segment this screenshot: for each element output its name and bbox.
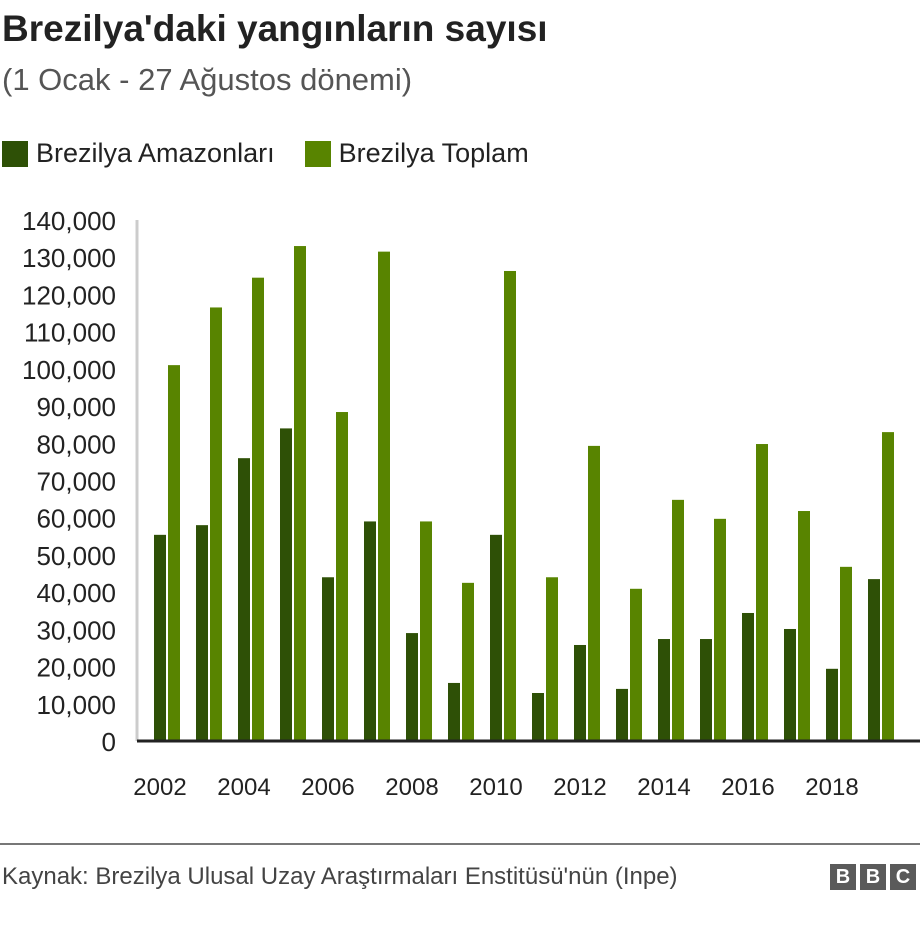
bar-amazon-2016 — [742, 612, 754, 741]
y-tick-label: 40,000 — [36, 578, 116, 608]
bar-total-2006 — [336, 412, 348, 741]
x-tick-label: 2004 — [217, 774, 270, 801]
bar-total-2009 — [462, 582, 474, 741]
x-tick-label: 2006 — [301, 774, 354, 801]
x-tick-label: 2016 — [721, 774, 774, 801]
bar-total-2008 — [420, 521, 432, 741]
bar-total-2019 — [882, 432, 894, 741]
bar-amazon-2006 — [322, 577, 334, 741]
bar-amazon-2002 — [154, 534, 166, 741]
bar-total-2004 — [252, 277, 264, 741]
chart-subtitle: (1 Ocak - 27 Ağustos dönemi) — [2, 62, 413, 97]
y-tick-label: 120,000 — [22, 280, 116, 310]
bar-amazon-2011 — [532, 692, 544, 741]
legend-item-total: Brezilya Toplam — [304, 138, 529, 169]
y-tick-label: 50,000 — [36, 541, 116, 571]
y-tick-label: 90,000 — [36, 392, 116, 422]
bar-amazon-2005 — [280, 428, 292, 741]
x-tick-label: 2012 — [553, 774, 606, 801]
x-tick-label: 2010 — [469, 774, 522, 801]
bar-total-2010 — [504, 270, 516, 741]
legend-swatch-total — [304, 140, 331, 167]
bar-total-2013 — [630, 588, 642, 741]
y-tick-label: 60,000 — [36, 504, 116, 534]
bar-amazon-2009 — [448, 682, 460, 741]
legend-swatch-amazon — [2, 140, 28, 167]
x-tick-label: 2018 — [805, 774, 858, 801]
bar-amazon-2013 — [616, 688, 628, 741]
y-tick-label: 140,000 — [22, 206, 116, 236]
bar-total-2003 — [210, 307, 222, 741]
bar-amazon-2008 — [406, 633, 418, 741]
bar-amazon-2017 — [784, 628, 796, 741]
bar-amazon-2010 — [490, 534, 502, 741]
bar-total-2002 — [168, 365, 180, 741]
y-tick-label: 0 — [102, 727, 116, 757]
bar-amazon-2015 — [700, 639, 712, 741]
legend-label-total: Brezilya Toplam — [338, 138, 529, 168]
bar-total-2014 — [672, 499, 684, 741]
bar-chart: 0 10,000 20,000 30,000 40,000 50,000 60,000 70,… — [22, 206, 920, 801]
legend-label-amazon: Brezilya Amazonları — [36, 138, 275, 168]
bar-total-2011 — [546, 577, 558, 741]
bar-total-2018 — [840, 566, 852, 741]
x-tick-label: 2008 — [385, 774, 438, 801]
bar-total-2015 — [714, 518, 726, 741]
legend: Brezilya Amazonları Brezilya Toplam — [2, 138, 559, 169]
y-tick-label: 110,000 — [24, 318, 116, 348]
bar-total-2007 — [378, 251, 390, 741]
bar-amazon-2003 — [196, 525, 208, 741]
y-tick-label: 100,000 — [22, 355, 116, 385]
bar-amazon-2004 — [238, 458, 250, 741]
y-tick-label: 130,000 — [22, 243, 116, 273]
bar-total-2016 — [756, 444, 768, 741]
bar-amazon-2018 — [826, 668, 838, 741]
bar-amazon-2019 — [868, 579, 880, 741]
bar-total-2012 — [588, 445, 600, 741]
bar-amazon-2012 — [574, 644, 586, 741]
x-tick-label: 2014 — [637, 774, 690, 801]
y-tick-label: 70,000 — [36, 467, 116, 497]
x-tick-label: 2002 — [133, 774, 186, 801]
bar-total-2017 — [798, 511, 810, 741]
bar-amazon-2007 — [364, 521, 376, 741]
chart-title: Brezilya'daki yangınların sayısı — [2, 8, 548, 49]
bar-total-2005 — [294, 246, 306, 742]
footer-divider — [0, 843, 920, 845]
legend-item-amazon: Brezilya Amazonları — [2, 138, 275, 169]
bar-amazon-2014 — [658, 639, 670, 741]
source-text: Kaynak: Brezilya Ulusal Uzay Araştırmala… — [2, 863, 678, 890]
y-tick-label: 80,000 — [36, 429, 116, 459]
y-tick-label: 10,000 — [36, 690, 116, 720]
y-tick-label: 30,000 — [36, 615, 116, 645]
y-tick-label: 20,000 — [36, 653, 116, 683]
